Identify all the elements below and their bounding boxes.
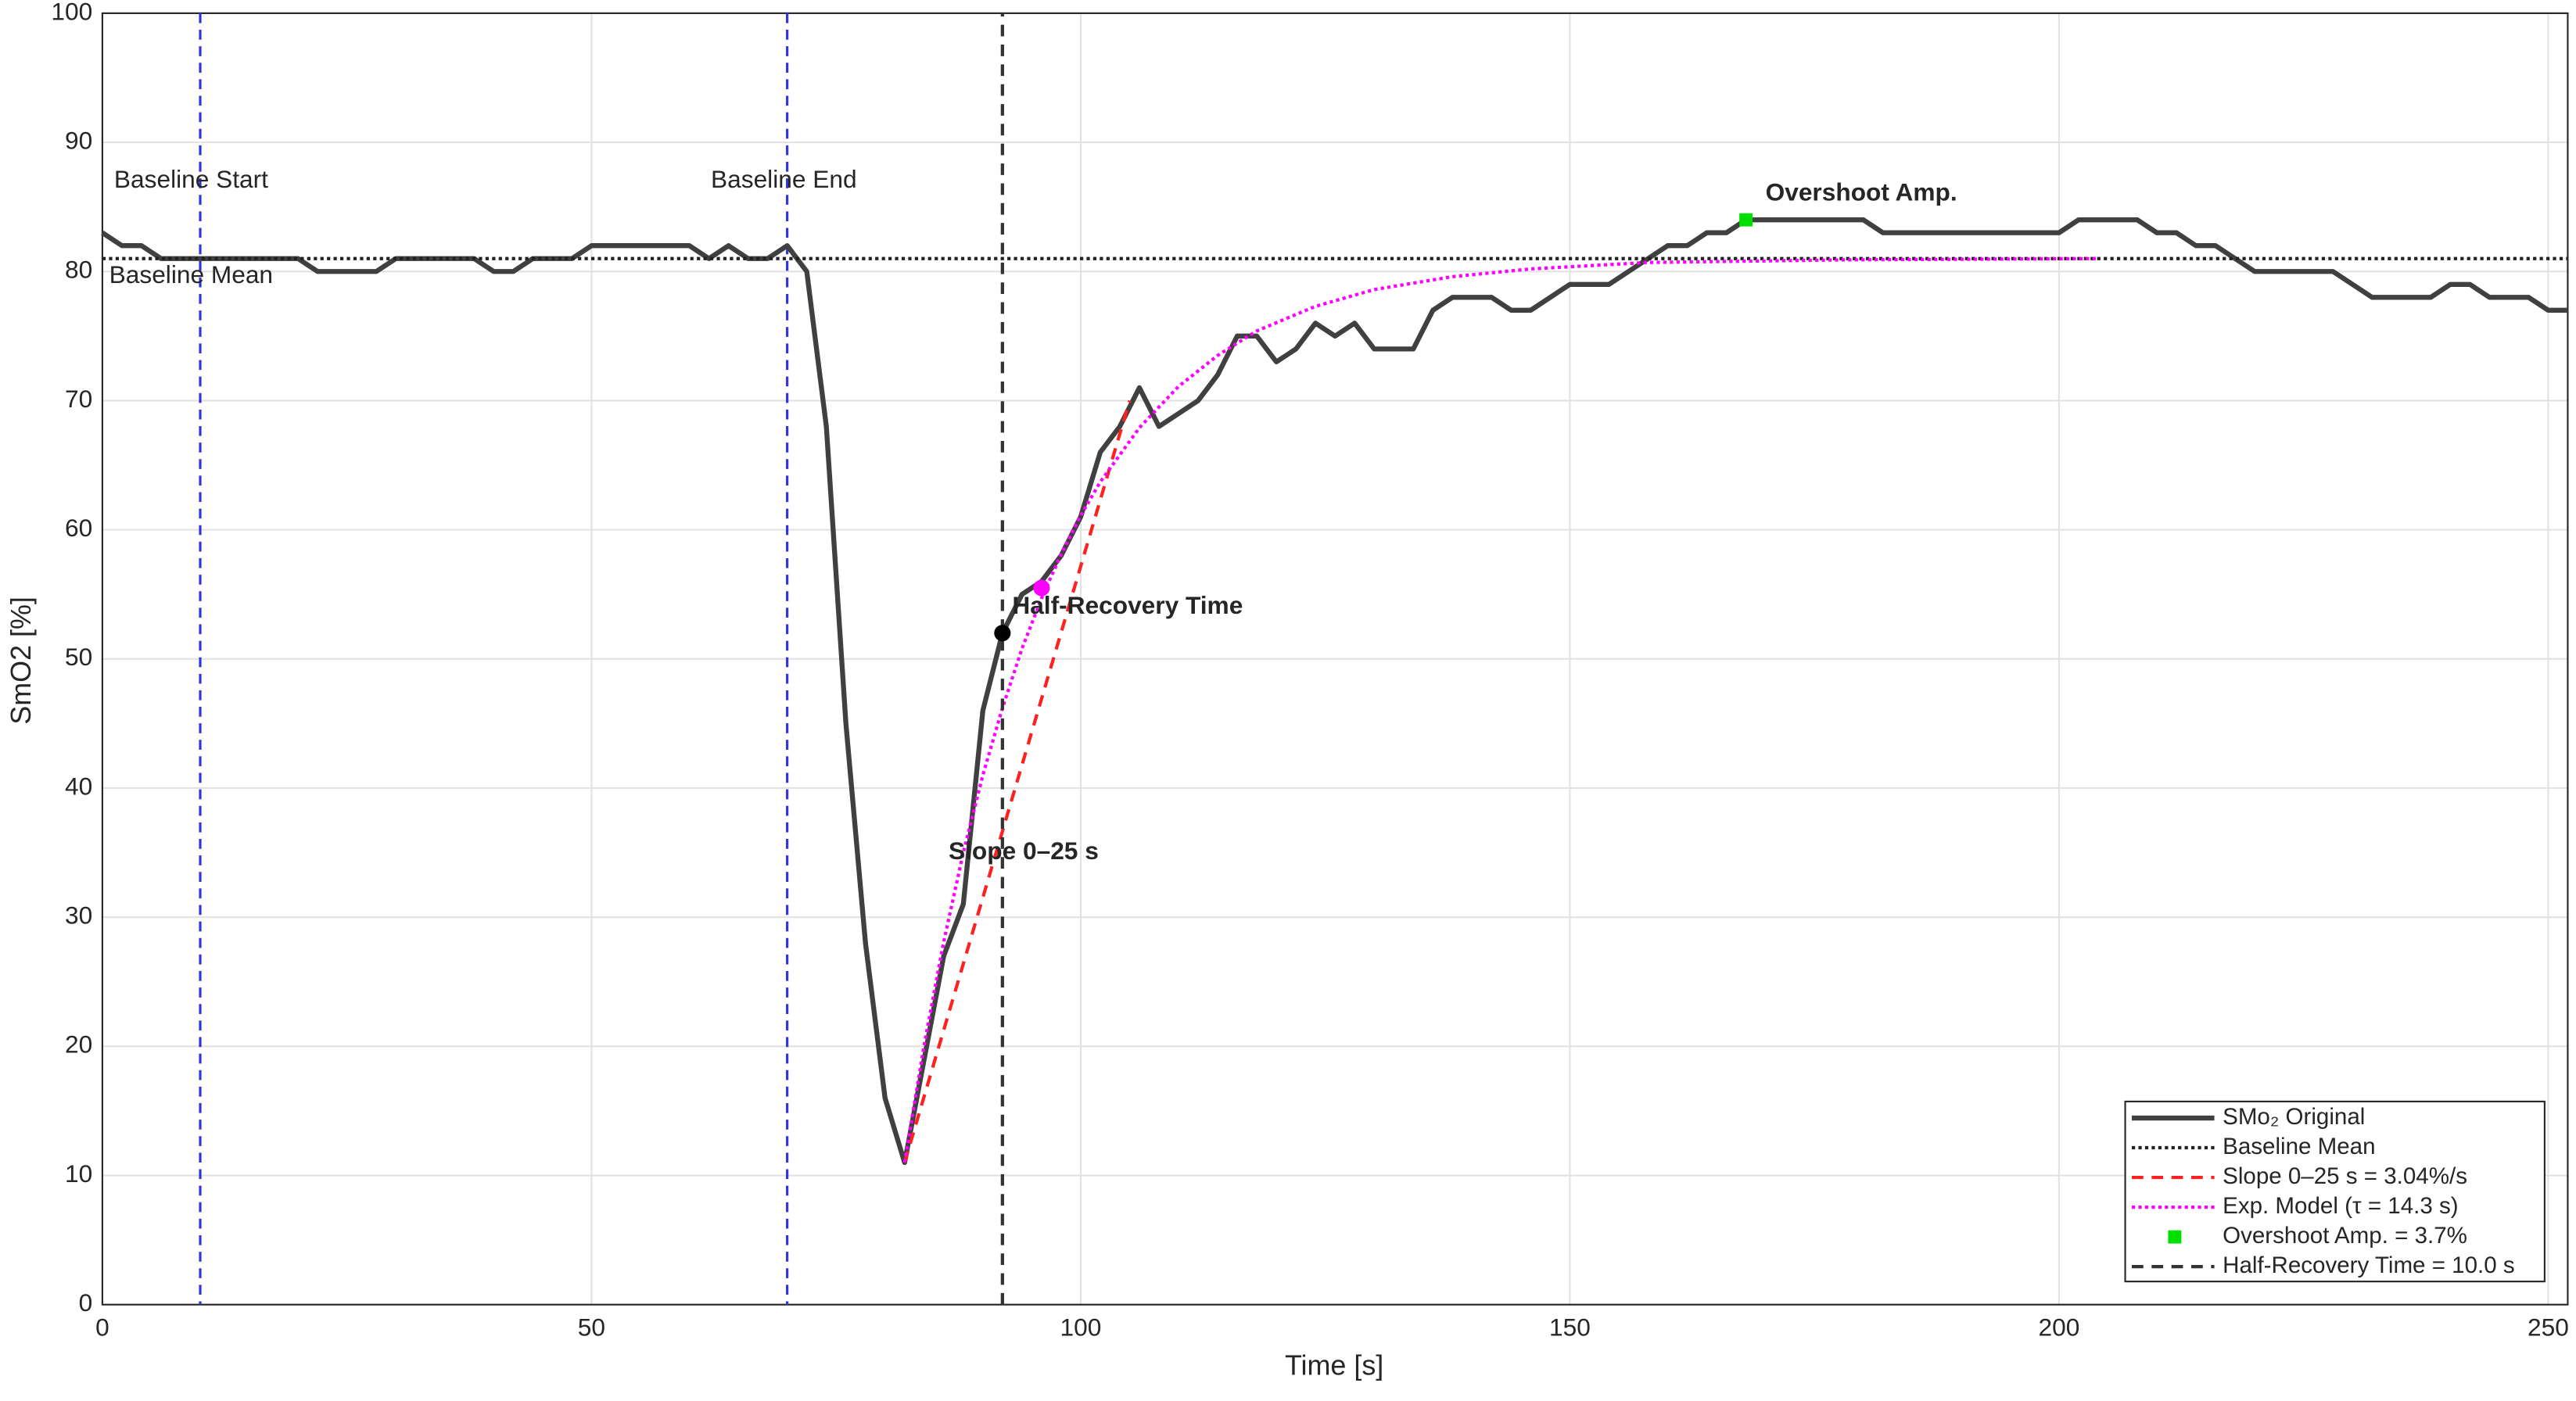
y-tick-label: 100 bbox=[51, 0, 92, 25]
marker bbox=[1739, 213, 1753, 227]
point bbox=[1033, 579, 1050, 597]
y-tick-label: 60 bbox=[65, 514, 92, 542]
axes-box bbox=[101, 12, 2569, 1306]
x-tick-label: 200 bbox=[2039, 1313, 2080, 1342]
x-tick-label: 250 bbox=[2528, 1313, 2569, 1342]
x-tick-label: 150 bbox=[1549, 1313, 1591, 1342]
annotation: Baseline Mean bbox=[109, 260, 273, 288]
annotation: Overshoot Amp. bbox=[1766, 178, 1957, 206]
legend-label: Overshoot Amp. = 3.7% bbox=[2223, 1223, 2467, 1249]
annotation: Half-Recovery Time bbox=[1012, 591, 1243, 619]
legend-label: Slope 0–25 s = 3.04%/s bbox=[2223, 1163, 2467, 1189]
y-tick-label: 40 bbox=[65, 772, 92, 800]
annotation: Slope 0–25 s bbox=[949, 837, 1099, 865]
legend: SMo₂ Original Baseline Mean Slope 0–25 s =… bbox=[2124, 1100, 2546, 1283]
y-tick-label: 90 bbox=[65, 126, 92, 154]
annotation: Baseline End bbox=[711, 165, 857, 193]
legend-box bbox=[2124, 1100, 2546, 1283]
x-tick-label: 0 bbox=[95, 1313, 109, 1342]
series-line bbox=[101, 217, 2568, 1166]
y-tick-label: 80 bbox=[65, 256, 92, 284]
y-tick-label: 50 bbox=[65, 643, 92, 671]
y-tick-label: 70 bbox=[65, 385, 92, 413]
series-line bbox=[902, 400, 1132, 1163]
x-axis-label: Time [s] bbox=[1285, 1349, 1383, 1381]
legend-label: SMo₂ Original bbox=[2223, 1104, 2365, 1130]
y-tick-label: 30 bbox=[65, 901, 92, 930]
legend-label: Exp. Model (τ = 14.3 s) bbox=[2223, 1193, 2458, 1219]
x-tick-label: 100 bbox=[1060, 1313, 1102, 1342]
y-axis-label: SmO2 [%] bbox=[5, 597, 37, 725]
annotation: Baseline Start bbox=[114, 165, 268, 193]
point bbox=[994, 625, 1011, 642]
y-tick-label: 20 bbox=[65, 1030, 92, 1059]
y-tick-label: 0 bbox=[79, 1288, 93, 1317]
legend-label: Baseline Mean bbox=[2223, 1134, 2375, 1159]
legend-label: Half-Recovery Time = 10.0 s bbox=[2223, 1252, 2515, 1278]
x-tick-label: 50 bbox=[578, 1313, 605, 1342]
y-tick-label: 10 bbox=[65, 1159, 92, 1188]
legend-marker bbox=[2168, 1230, 2182, 1244]
